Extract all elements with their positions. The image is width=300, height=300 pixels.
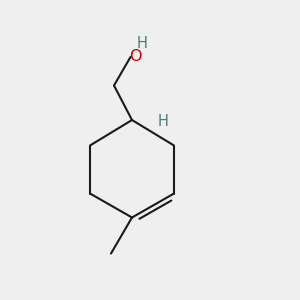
Text: H: H [158, 114, 169, 129]
Text: O: O [129, 49, 141, 64]
Text: H: H [137, 36, 148, 51]
